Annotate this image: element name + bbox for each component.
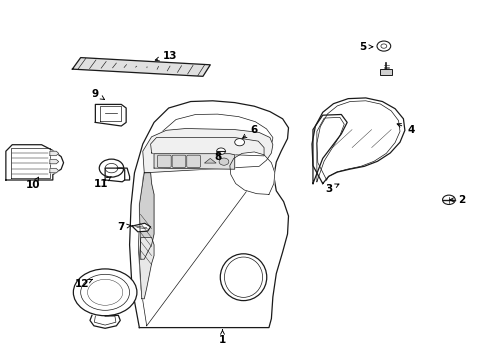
Text: 6: 6 [242,125,257,138]
Polygon shape [50,159,59,164]
Polygon shape [129,101,288,328]
Polygon shape [139,173,154,259]
FancyBboxPatch shape [172,155,185,167]
Polygon shape [90,315,120,328]
Circle shape [105,163,118,173]
FancyBboxPatch shape [157,155,171,167]
Text: 10: 10 [26,177,41,190]
Text: 8: 8 [214,152,221,162]
Text: 13: 13 [155,51,177,61]
Text: 5: 5 [359,42,372,52]
Circle shape [376,41,390,51]
Circle shape [99,159,123,177]
Circle shape [380,44,386,48]
Polygon shape [6,145,63,180]
Polygon shape [132,223,150,232]
Text: 12: 12 [75,279,92,289]
Text: 4: 4 [396,123,414,135]
Polygon shape [311,98,404,184]
Circle shape [216,148,225,154]
Circle shape [73,269,137,316]
Circle shape [219,158,228,165]
Polygon shape [154,154,234,169]
Text: 11: 11 [94,176,111,189]
Polygon shape [204,158,216,163]
Circle shape [87,279,122,305]
Text: 1: 1 [219,330,225,345]
Circle shape [442,195,454,204]
FancyBboxPatch shape [380,69,391,75]
Polygon shape [229,152,274,194]
Polygon shape [312,114,346,184]
Text: 3: 3 [325,184,338,194]
Polygon shape [142,129,272,173]
Circle shape [81,274,129,310]
Circle shape [234,139,244,146]
Polygon shape [139,238,154,299]
Polygon shape [72,58,210,76]
Polygon shape [50,168,59,173]
Polygon shape [105,168,124,182]
Ellipse shape [220,254,266,301]
Text: 2: 2 [449,195,465,205]
Ellipse shape [224,257,262,297]
FancyBboxPatch shape [186,155,200,167]
Polygon shape [95,104,126,126]
Polygon shape [117,168,129,180]
Text: 9: 9 [92,89,104,99]
Text: 7: 7 [117,222,131,232]
Polygon shape [50,151,59,156]
